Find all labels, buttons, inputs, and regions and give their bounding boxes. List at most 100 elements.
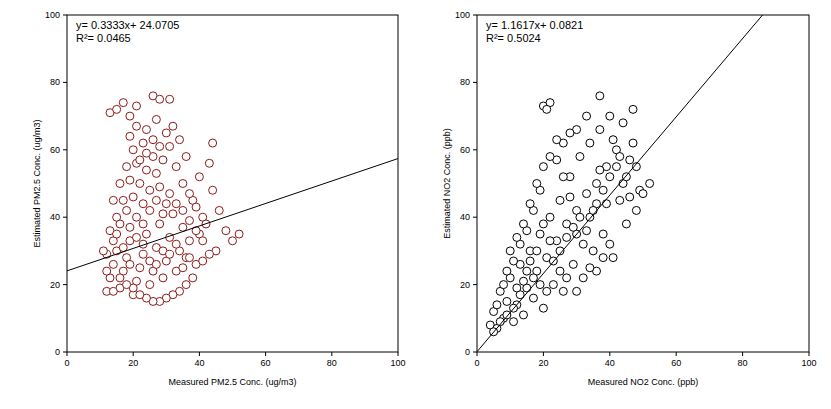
point: [546, 213, 554, 221]
point: [192, 203, 200, 211]
point: [129, 146, 137, 154]
point: [606, 240, 614, 248]
point: [215, 206, 223, 214]
point: [103, 267, 111, 275]
point: [156, 142, 164, 150]
point: [626, 193, 634, 201]
x-tick-label: 20: [538, 358, 548, 368]
point: [619, 119, 627, 127]
point: [576, 153, 584, 161]
regression-line: [67, 159, 398, 271]
point: [156, 220, 164, 228]
point: [589, 247, 597, 255]
point: [563, 274, 571, 282]
y-tick: [473, 82, 477, 83]
point: [123, 163, 131, 171]
point: [536, 281, 544, 289]
point: [629, 139, 637, 147]
y-tick-label: 20: [460, 280, 470, 290]
point: [529, 294, 537, 302]
point: [136, 291, 144, 299]
point: [126, 223, 134, 231]
y-tick: [473, 352, 477, 353]
x-tick-label: 100: [801, 358, 816, 368]
point: [553, 136, 561, 144]
x-tick-label: 40: [605, 358, 615, 368]
x-tick: [199, 352, 200, 356]
point: [559, 287, 567, 295]
point: [142, 126, 150, 134]
point: [185, 217, 193, 225]
point: [152, 196, 160, 204]
point: [159, 156, 167, 164]
point: [142, 149, 150, 157]
point: [229, 237, 237, 245]
y-tick-label: 60: [50, 145, 60, 155]
y-tick: [63, 149, 67, 150]
point: [523, 267, 531, 275]
y-tick-label: 80: [50, 77, 60, 87]
point: [569, 260, 577, 268]
point: [195, 173, 203, 181]
point: [179, 180, 187, 188]
chart: 020406080100020406080100Measured PM2.5 C…: [32, 10, 406, 387]
point: [546, 153, 554, 161]
point: [169, 122, 177, 130]
point: [549, 281, 557, 289]
x-tick-label: 40: [194, 358, 204, 368]
y-tick: [63, 82, 67, 83]
y-tick: [63, 217, 67, 218]
point: [182, 153, 190, 161]
point: [559, 173, 567, 181]
x-tick-label: 60: [261, 358, 271, 368]
point: [503, 297, 511, 305]
point: [533, 247, 541, 255]
point: [133, 122, 141, 130]
point: [113, 230, 121, 238]
y-tick-label: 0: [55, 347, 60, 357]
point: [152, 115, 160, 123]
point: [133, 213, 141, 221]
point: [152, 260, 160, 268]
x-tick: [265, 352, 266, 356]
x-tick-label: 100: [390, 358, 405, 368]
x-tick: [133, 352, 134, 356]
point: [205, 250, 213, 258]
point: [116, 180, 124, 188]
y-tick-label: 20: [50, 280, 60, 290]
x-tick: [809, 352, 810, 356]
x-tick: [609, 352, 610, 356]
point: [519, 220, 527, 228]
point: [109, 260, 117, 268]
point: [513, 284, 521, 292]
point: [176, 136, 184, 144]
point: [616, 153, 624, 161]
plot-frame: [477, 15, 809, 352]
y-axis-label: Estimated PM2.5 Conc. (ug/m3): [32, 119, 42, 247]
x-axis-label: Measured NO2 Conc. (ppb): [588, 377, 699, 387]
annotation: y= 1.1617x+ 0.0821: [486, 19, 583, 31]
point: [139, 200, 147, 208]
point: [136, 180, 144, 188]
y-tick: [63, 352, 67, 353]
point: [172, 200, 180, 208]
y-tick-label: 60: [460, 145, 470, 155]
plot-frame: [67, 15, 398, 352]
point: [566, 129, 574, 137]
point: [536, 230, 544, 238]
point: [146, 206, 154, 214]
y-tick: [473, 284, 477, 285]
point: [596, 126, 604, 134]
point: [109, 287, 117, 295]
point: [126, 112, 134, 120]
point: [159, 210, 167, 218]
y-tick-label: 0: [465, 347, 470, 357]
y-tick-label: 100: [455, 10, 470, 20]
y-tick-label: 40: [50, 212, 60, 222]
point: [113, 213, 121, 221]
point: [606, 112, 614, 120]
point: [152, 169, 160, 177]
point: [185, 237, 193, 245]
point: [579, 274, 587, 282]
point: [616, 196, 624, 204]
